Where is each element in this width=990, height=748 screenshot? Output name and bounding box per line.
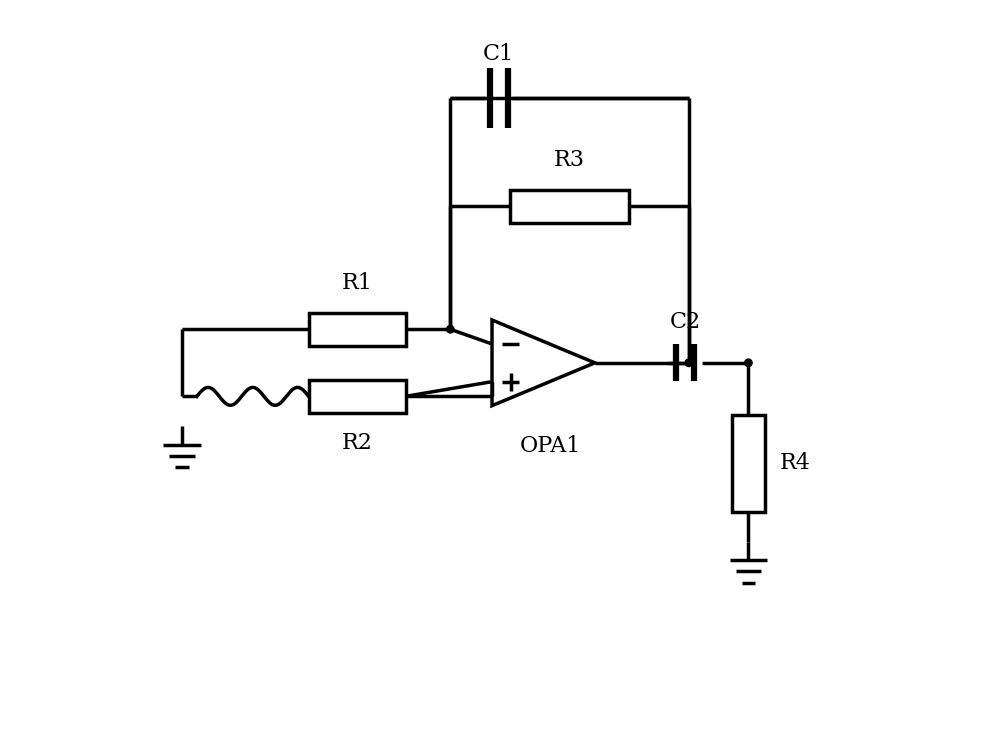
FancyBboxPatch shape — [309, 379, 406, 413]
Circle shape — [744, 359, 752, 367]
Text: C2: C2 — [669, 311, 701, 333]
Text: R2: R2 — [342, 432, 372, 454]
Text: R1: R1 — [342, 272, 372, 294]
Text: R4: R4 — [780, 453, 811, 474]
FancyBboxPatch shape — [732, 415, 765, 512]
Text: R3: R3 — [554, 149, 585, 171]
FancyBboxPatch shape — [309, 313, 406, 346]
FancyBboxPatch shape — [510, 189, 629, 223]
Circle shape — [685, 359, 692, 367]
Text: C1: C1 — [483, 43, 514, 65]
Text: OPA1: OPA1 — [520, 435, 581, 458]
Circle shape — [446, 325, 454, 333]
